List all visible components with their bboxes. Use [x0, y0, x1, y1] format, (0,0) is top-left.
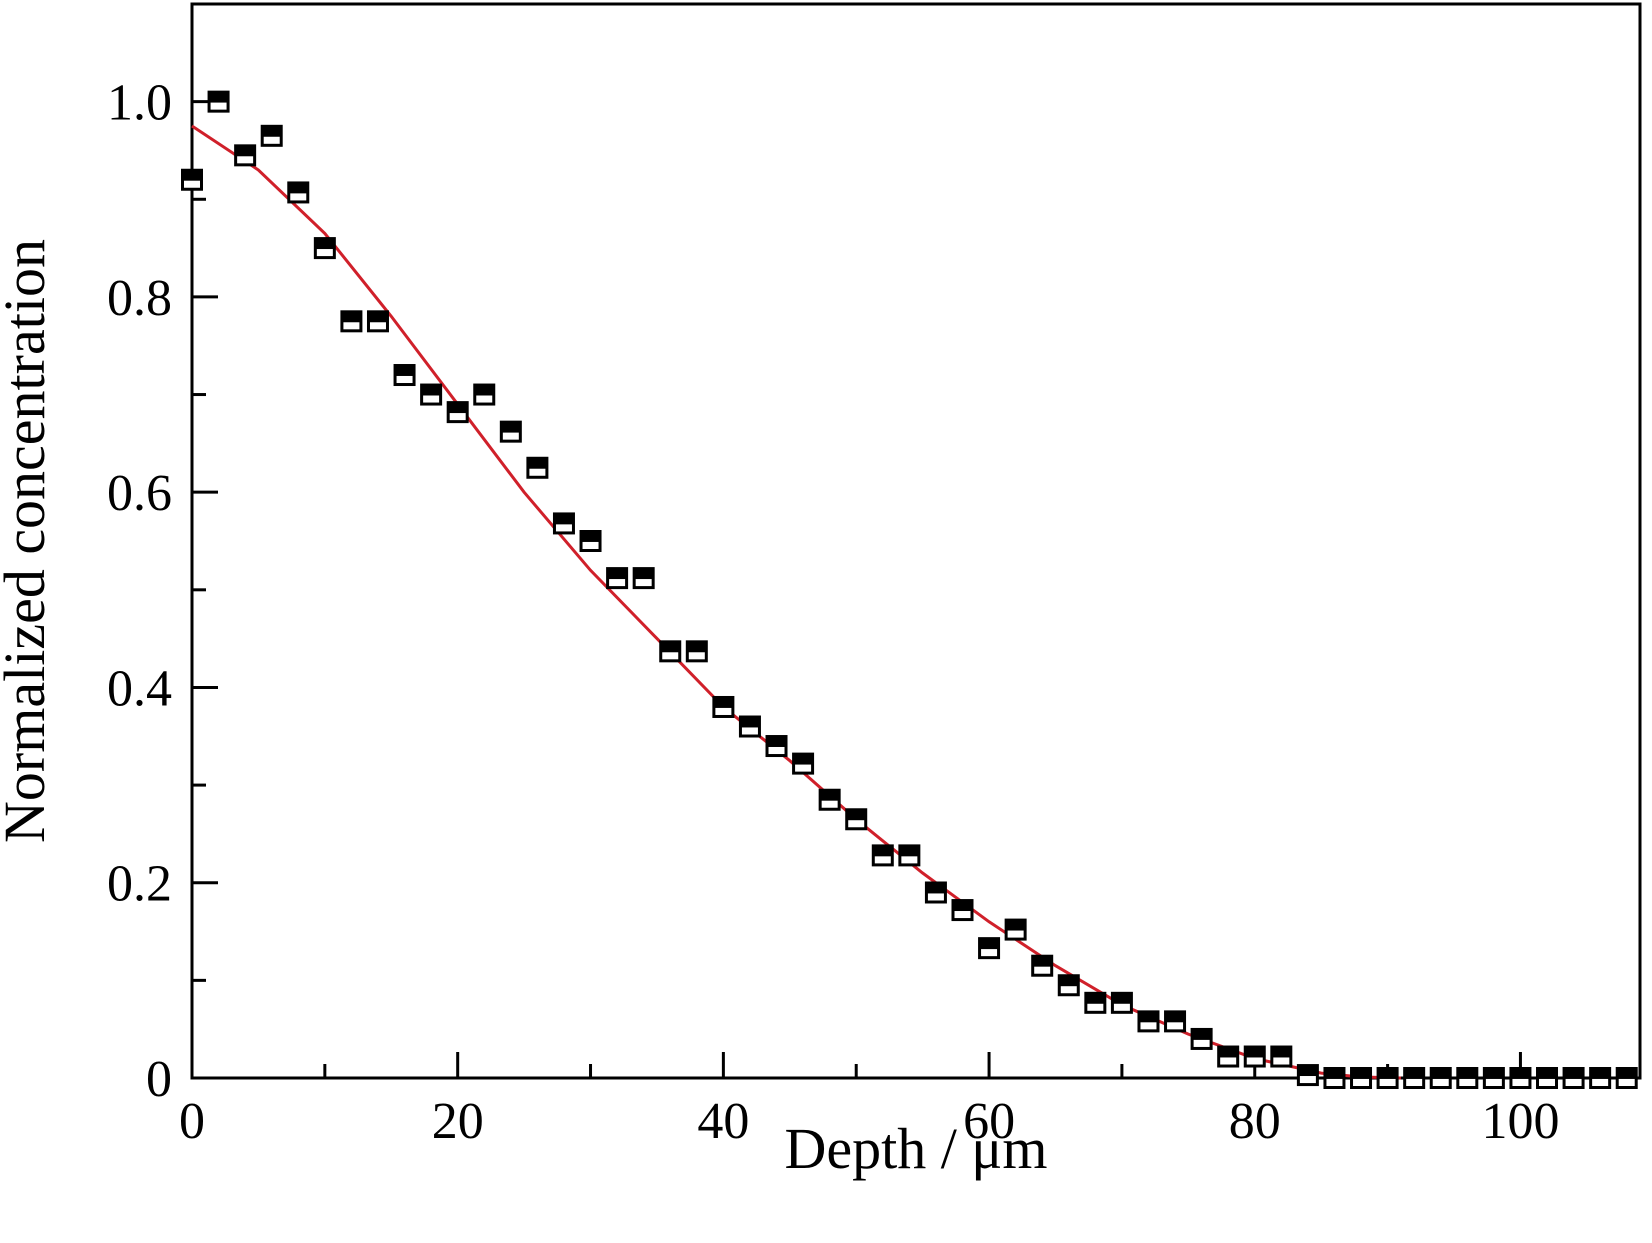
- data-points: [181, 90, 1638, 1089]
- data-point: [1615, 1067, 1638, 1089]
- data-point: [1031, 954, 1054, 977]
- x-tick-label: 20: [432, 1093, 484, 1150]
- data-point: [207, 90, 230, 113]
- y-tick-label: 1.0: [107, 75, 172, 132]
- data-point: [606, 567, 629, 590]
- data-point: [1376, 1067, 1399, 1089]
- data-point: [1296, 1064, 1319, 1087]
- data-point: [765, 735, 788, 758]
- data-point: [632, 567, 655, 590]
- data-point: [924, 881, 947, 904]
- data-point: [845, 808, 868, 831]
- data-point: [659, 640, 682, 663]
- data-point: [1137, 1010, 1160, 1033]
- data-point: [951, 899, 974, 922]
- data-point: [234, 144, 257, 167]
- x-tick-label: 60: [963, 1093, 1015, 1150]
- data-point: [1562, 1067, 1585, 1089]
- data-point: [446, 401, 469, 424]
- data-point: [1057, 974, 1080, 997]
- data-point: [898, 844, 921, 867]
- data-point: [340, 310, 363, 333]
- data-point: [181, 168, 203, 191]
- data-point: [1323, 1067, 1346, 1089]
- data-point: [1190, 1027, 1213, 1050]
- data-point: [1270, 1045, 1293, 1068]
- data-point: [685, 640, 708, 663]
- data-point: [818, 788, 841, 811]
- data-point: [420, 383, 443, 406]
- data-point: [1110, 991, 1133, 1014]
- data-point: [1482, 1067, 1505, 1089]
- data-point: [1403, 1067, 1426, 1089]
- data-point: [260, 124, 283, 147]
- data-point: [1084, 991, 1107, 1014]
- y-tick-label: 0.8: [107, 270, 172, 327]
- data-point: [526, 456, 549, 479]
- data-point: [393, 364, 416, 387]
- x-tick-label: 80: [1229, 1093, 1281, 1150]
- data-point: [579, 530, 602, 552]
- data-point: [871, 844, 894, 867]
- data-point: [1164, 1010, 1187, 1033]
- fit-line: [191, 124, 1401, 1080]
- plot-frame: [190, 2, 1642, 1080]
- data-point: [313, 237, 336, 260]
- data-point: [1217, 1045, 1240, 1068]
- data-point: [1509, 1067, 1532, 1089]
- data-point: [792, 752, 815, 775]
- data-point: [1243, 1045, 1266, 1068]
- data-point: [1536, 1067, 1559, 1089]
- x-tick-label: 40: [697, 1093, 749, 1150]
- data-point: [712, 695, 735, 718]
- data-point: [1429, 1067, 1452, 1089]
- data-point: [499, 420, 522, 443]
- data-point: [1350, 1067, 1373, 1089]
- data-point: [366, 310, 389, 333]
- y-tick-label: 0: [146, 1051, 172, 1108]
- y-tick-label: 0.6: [107, 465, 172, 522]
- data-point: [978, 937, 1001, 960]
- y-tick-label: 0.2: [107, 856, 172, 913]
- x-tick-label: 100: [1481, 1093, 1559, 1150]
- x-tick-label: 0: [179, 1093, 205, 1150]
- axis-tick-labels: 0 20 40 60 80 100 0 0.2 0.4 0.6 0.8 1.0: [107, 75, 1559, 1150]
- y-axis-title: Normalized concentration: [0, 239, 57, 843]
- x-axis-title: Depth / μm: [784, 1116, 1047, 1181]
- data-point: [287, 181, 310, 204]
- data-point: [1589, 1067, 1612, 1089]
- data-point: [552, 512, 575, 535]
- data-point: [738, 715, 761, 738]
- axis-ticks: [190, 100, 1522, 1080]
- data-point: [1004, 918, 1027, 941]
- data-point: [1456, 1067, 1479, 1089]
- y-tick-label: 0.4: [107, 660, 172, 717]
- data-point: [473, 383, 496, 406]
